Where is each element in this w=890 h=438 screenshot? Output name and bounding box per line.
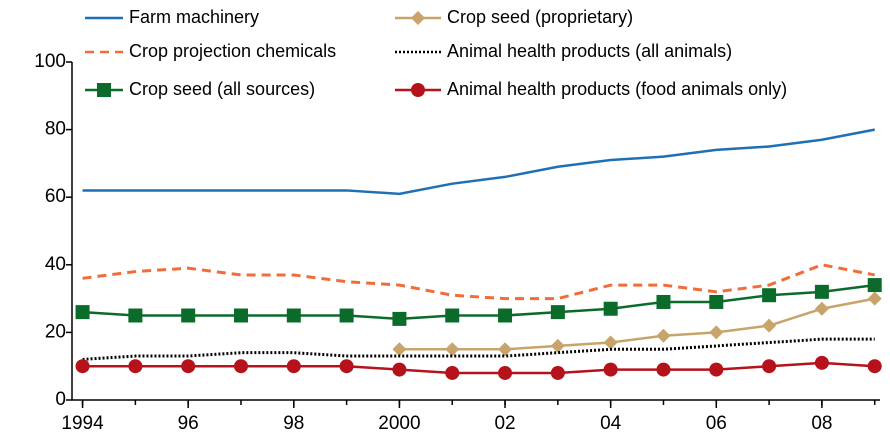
marker [392,362,407,377]
marker [392,342,407,357]
marker [709,325,724,340]
legend-label: Animal health products (all animals) [447,41,732,61]
series-line [82,128,875,196]
marker [392,311,407,326]
marker [814,284,829,299]
marker [656,294,671,309]
y-tick-label: 80 [45,119,66,140]
marker [550,338,565,353]
x-tick-label: 06 [706,413,727,434]
marker [550,305,565,320]
marker [814,355,829,370]
marker [181,308,196,323]
y-tick-label: 20 [45,321,66,342]
y-tick-label: 100 [34,51,66,72]
x-tick-label: 2000 [378,413,420,434]
series-line [82,361,875,375]
marker [339,308,354,323]
marker [445,308,460,323]
marker [411,83,425,97]
y-tick-label: 60 [45,186,66,207]
marker [603,301,618,316]
marker [498,342,513,357]
marker [286,308,301,323]
legend-label: Crop seed (all sources) [129,79,315,99]
legend-label: Animal health products (food animals onl… [447,79,787,99]
marker [762,359,777,374]
marker [498,308,513,323]
x-tick-label: 08 [811,413,832,434]
marker [867,291,882,306]
marker [498,365,513,380]
marker [75,359,90,374]
marker [762,288,777,303]
marker [603,362,618,377]
marker [339,359,354,374]
marker [867,359,882,374]
series-line [82,263,876,301]
marker [233,308,248,323]
marker [286,359,301,374]
series-line [399,297,875,351]
marker [603,335,618,350]
x-tick-label: 04 [600,413,622,434]
series-line [82,337,875,361]
x-tick-label: 02 [494,413,515,434]
marker [411,11,425,25]
marker [762,318,777,333]
marker [233,359,248,374]
marker [709,294,724,309]
series-line [82,283,875,321]
legend-label: Farm machinery [129,7,259,27]
marker [656,362,671,377]
legend-label: Crop projection chemicals [129,41,336,61]
marker [128,359,143,374]
x-tick-label: 1994 [61,413,104,434]
marker [128,308,143,323]
marker [181,359,196,374]
marker [97,83,111,97]
x-tick-label: 96 [178,413,199,434]
marker [550,365,565,380]
y-tick-label: 40 [45,254,66,275]
legend-label: Crop seed (proprietary) [447,7,633,27]
y-tick-label: 0 [55,389,66,410]
marker [75,305,90,320]
marker [656,328,671,343]
x-tick-label: 98 [283,413,304,434]
marker [867,278,882,293]
marker [709,362,724,377]
marker [445,365,460,380]
marker [445,342,460,357]
marker [814,301,829,316]
